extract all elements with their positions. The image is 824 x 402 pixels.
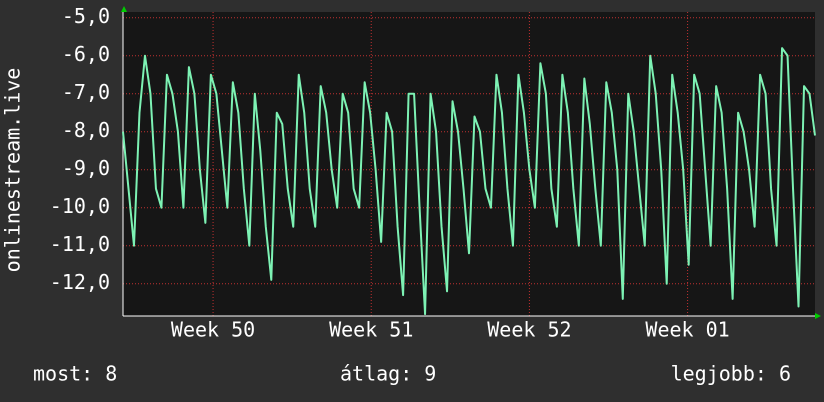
stat-current: most: 8 — [33, 362, 117, 386]
x-tick-label: Week 51 — [329, 318, 413, 342]
y-tick-label: -8,0 — [62, 118, 110, 142]
y-tick-label: -6,0 — [62, 42, 110, 66]
y-tick-label: -12,0 — [50, 270, 110, 294]
y-tick-label: -9,0 — [62, 156, 110, 180]
x-tick-label: Week 52 — [487, 318, 571, 342]
y-tick-label: -7,0 — [62, 80, 110, 104]
y-axis-label: onlinestream.live — [1, 68, 25, 273]
y-tick-label: -11,0 — [50, 232, 110, 256]
y-tick-label: -10,0 — [50, 194, 110, 218]
y-tick-label: -5,0 — [62, 4, 110, 28]
axis-arrow — [815, 313, 821, 319]
x-tick-label: Week 50 — [171, 318, 255, 342]
plot-area — [123, 12, 815, 316]
stat-best: legjobb: 6 — [671, 362, 791, 386]
series-line — [122, 47, 816, 316]
x-tick-label: Week 01 — [645, 318, 729, 342]
stat-average: átlag: 9 — [340, 362, 436, 386]
axis-arrow — [121, 6, 127, 12]
